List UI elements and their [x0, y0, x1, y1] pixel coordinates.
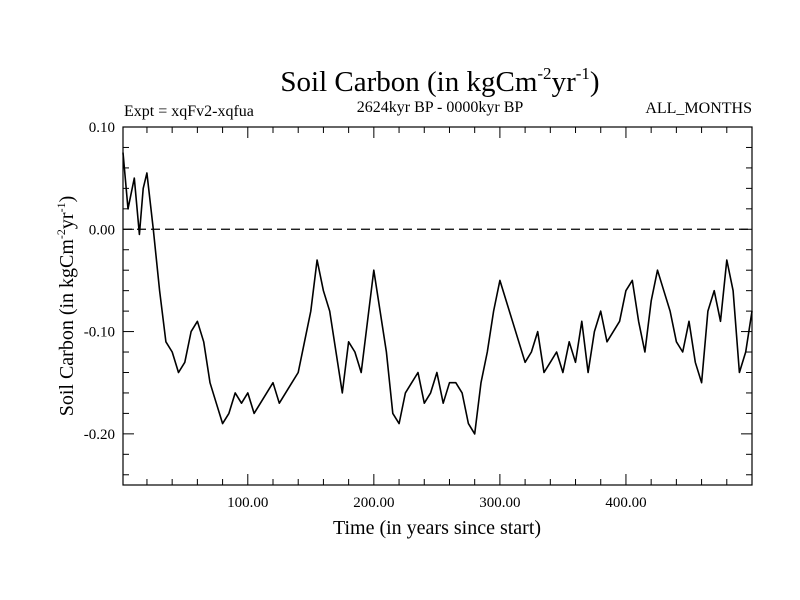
- expt-label: Expt = xqFv2-xqfua: [124, 103, 254, 120]
- axis-tick-labels: 100.00 200.00 300.00 400.00 0.10 0.00 -0.10 -0.…: [84, 120, 647, 511]
- chart-title: Soil Carbon (in kgCm-2yr-1): [280, 64, 599, 98]
- chart-subtitle: 2624kyr BP - 0000kyr BP: [357, 99, 524, 116]
- x-tick-label: 400.00: [605, 495, 646, 511]
- months-label: ALL_MONTHS: [645, 100, 752, 117]
- y-tick-label: -0.20: [84, 427, 115, 443]
- x-axis-label: Time (in years since start): [333, 517, 541, 539]
- y-tick-label: 0.00: [89, 222, 115, 238]
- y-tick-label: -0.10: [84, 325, 115, 341]
- axis-ticks: [123, 126, 752, 485]
- plot-frame: [122, 126, 753, 486]
- x-tick-label: 300.00: [479, 495, 520, 511]
- x-tick-label: 200.00: [353, 495, 394, 511]
- y-tick-label: 0.10: [89, 120, 115, 136]
- y-axis-label: Soil Carbon (in kgCm-2yr-1): [54, 196, 78, 417]
- x-tick-label: 100.00: [227, 495, 268, 511]
- series-line-soil-carbon: [122, 152, 753, 435]
